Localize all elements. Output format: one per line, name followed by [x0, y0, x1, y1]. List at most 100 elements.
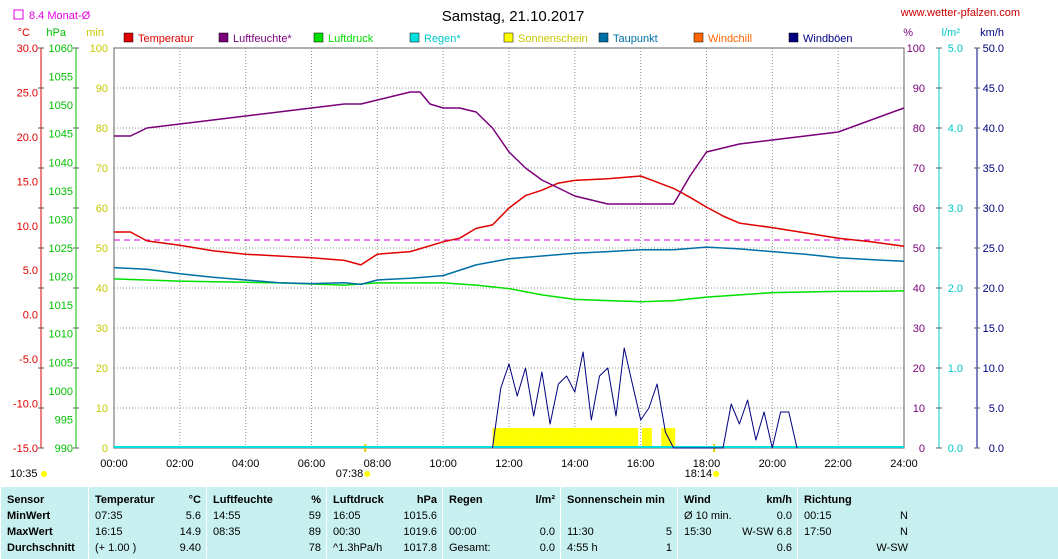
- summary-cell-time: 07:35: [95, 510, 123, 522]
- rain-tick-label: 3.0: [948, 203, 963, 215]
- axis-unit-temp: °C: [18, 27, 30, 39]
- sunshine-bar: [611, 428, 614, 448]
- summary-cell-time: Ø 10 min.: [684, 510, 732, 522]
- sunshine-bar: [510, 428, 512, 448]
- temp-tick-label: 30.0: [17, 43, 38, 55]
- sunshine-bar: [559, 428, 562, 448]
- minutes-tick-label: 20: [96, 363, 108, 375]
- legend-item: Windböen: [788, 32, 853, 45]
- sunshine-bar: [644, 428, 647, 448]
- sunshine-bar: [605, 428, 607, 448]
- legend-item: Regen*: [409, 32, 461, 45]
- wind-tick-label: 40.0: [983, 123, 1004, 135]
- sunset-icon: [713, 471, 720, 477]
- legend-label: Sonnenschein: [518, 33, 588, 45]
- sunshine-bar: [592, 428, 595, 448]
- summary-cell-time: Durchschnitt: [7, 542, 75, 554]
- x-tick-label: 18:00: [693, 458, 721, 470]
- wind-tick-label: 20.0: [983, 283, 1004, 295]
- axis-unit-rain: l/m²: [942, 27, 961, 39]
- legend-swatch: [409, 32, 420, 43]
- summary-cell-time: 15:30: [684, 526, 712, 538]
- sunshine-bar: [525, 428, 528, 448]
- summary-cell-time: 4:55 h: [567, 542, 598, 554]
- temp-tick-label: 25.0: [17, 87, 38, 99]
- sunshine-bar: [530, 428, 533, 448]
- sunshine-bar: [591, 428, 593, 448]
- axis-unit-minutes: min: [86, 27, 104, 39]
- pressure-tick-label: 995: [55, 414, 73, 426]
- percent-tick-label: 60: [913, 203, 925, 215]
- sunshine-bar: [663, 428, 666, 448]
- sunshine-bar: [642, 428, 644, 448]
- temp-tick-label: -10.0: [13, 399, 38, 411]
- rain-tick-label: 2.0: [948, 283, 963, 295]
- summary-cell: 11:30 5: [561, 524, 678, 540]
- pressure-tick-label: 1050: [49, 100, 73, 112]
- sunshine-bar: [558, 428, 560, 448]
- sunshine-bar: [504, 428, 507, 448]
- sunshine-bar: [524, 428, 526, 448]
- website-link[interactable]: www.wetter-pfalzen.com: [900, 7, 1020, 19]
- summary-cell-value: 1: [665, 542, 672, 554]
- summary-cell-value: 1015.6: [403, 510, 437, 522]
- summary-cell: (+ 1.00 ) 9.40: [89, 540, 207, 556]
- sunshine-bar: [588, 428, 591, 448]
- summary-table: Sensor MinWert MaxWert Durchschnitt Temperat…: [0, 487, 1058, 559]
- series-luftfeuchte: [114, 91, 905, 205]
- pressure-tick-label: 1015: [49, 300, 73, 312]
- summary-cell: W-SW: [798, 540, 914, 556]
- sunshine-bar: [669, 428, 672, 448]
- series-windböen: [492, 347, 798, 449]
- percent-tick-label: 80: [913, 123, 925, 135]
- sunshine-bar: [555, 428, 558, 448]
- summary-cell: 4:55 h 1: [561, 540, 678, 556]
- summary-cell-value: N: [900, 526, 908, 538]
- summary-header-label: Sonnenschein min: [567, 494, 665, 506]
- x-tick-label: 10:00: [429, 458, 457, 470]
- summary-cell-time: 08:35: [213, 526, 241, 538]
- percent-tick-label: 100: [907, 43, 925, 55]
- summary-cell: 16:15 14.9: [89, 524, 207, 540]
- series-temperatur: [114, 175, 905, 266]
- legend-label: Luftfeuchte*: [233, 33, 292, 45]
- sunshine-bar: [550, 428, 552, 448]
- chart-axes: °C hPa min% l/m² km/h 30.0 25.0 20.0 15.0 10.0 5.0…: [10, 27, 1004, 480]
- sunset-label: 18:14: [685, 468, 713, 480]
- summary-header: Sonnenschein min: [561, 492, 678, 508]
- wind-tick-label: 35.0: [983, 163, 1004, 175]
- x-tick-label: 00:00: [100, 458, 128, 470]
- rain-tick-label: 4.0: [948, 123, 963, 135]
- pressure-tick-label: 1020: [49, 272, 73, 284]
- chart-legend: Temperatur Luftfeuchte* Luftdruck Regen* Son…: [123, 32, 853, 45]
- legend-label: Luftdruck: [328, 33, 374, 45]
- x-tick-label: 12:00: [495, 458, 523, 470]
- summary-header: Wind km/h: [678, 492, 798, 508]
- sunshine-bar: [618, 428, 621, 448]
- wind-tick-label: 50.0: [983, 43, 1004, 55]
- summary-column: Regen l/m² 00:00 0.0 Gesamt: 0.0: [442, 487, 561, 559]
- sunshine-bar: [633, 428, 636, 448]
- summary-header-label: Richtung: [804, 494, 852, 506]
- minutes-tick-label: 30: [96, 323, 108, 335]
- summary-header-label: Luftdruck: [333, 494, 384, 506]
- sunshine-bar: [554, 428, 556, 448]
- summary-cell-value: 59: [308, 510, 321, 522]
- temp-tick-label: 15.0: [17, 176, 38, 188]
- summary-cell-time: 00:15: [804, 510, 832, 522]
- legend-label: Taupunkt: [613, 33, 658, 45]
- summary-cell: 0.6: [678, 540, 798, 556]
- sunshine-bar: [572, 428, 574, 448]
- wind-tick-label: 30.0: [983, 203, 1004, 215]
- summary-cell: 17:50 N: [798, 524, 914, 540]
- sunshine-bar: [602, 428, 604, 448]
- temp-tick-label: 20.0: [17, 132, 38, 144]
- summary-cell-value: 1017.8: [403, 542, 437, 554]
- sunshine-bar: [625, 428, 628, 448]
- wind-tick-label: 25.0: [983, 243, 1004, 255]
- sunshine-bar: [585, 428, 588, 448]
- sunshine-bar: [547, 428, 550, 448]
- sunshine-bar: [529, 428, 532, 448]
- sunshine-bar: [614, 428, 617, 448]
- summary-header-unit: hPa: [416, 494, 437, 506]
